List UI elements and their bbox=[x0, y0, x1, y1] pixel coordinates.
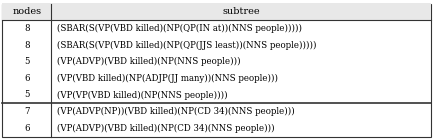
Text: (VP(ADVP)(VBD killed)(NP(CD 34)(NNS people))): (VP(ADVP)(VBD killed)(NP(CD 34)(NNS peop… bbox=[57, 124, 274, 133]
Text: 8: 8 bbox=[24, 24, 29, 33]
Text: 5: 5 bbox=[24, 90, 29, 99]
Text: (VP(VBD killed)(NP(ADJP(JJ many))(NNS people))): (VP(VBD killed)(NP(ADJP(JJ many))(NNS pe… bbox=[57, 74, 278, 83]
Text: 6: 6 bbox=[24, 124, 29, 133]
Text: (VP(VP(VBD killed)(NP(NNS people)))): (VP(VP(VBD killed)(NP(NNS people)))) bbox=[57, 90, 227, 100]
Text: 7: 7 bbox=[24, 107, 29, 116]
Text: 6: 6 bbox=[24, 74, 29, 83]
Text: 8: 8 bbox=[24, 41, 29, 50]
Text: subtree: subtree bbox=[222, 7, 260, 16]
Text: (SBAR(S(VP(VBD killed)(NP(QP(JJS least))(NNS people))))): (SBAR(S(VP(VBD killed)(NP(QP(JJS least))… bbox=[57, 40, 316, 50]
Text: 5: 5 bbox=[24, 57, 29, 66]
Text: (VP(ADVP)(VBD killed)(NP(NNS people))): (VP(ADVP)(VBD killed)(NP(NNS people))) bbox=[57, 57, 240, 66]
Text: (SBAR(S(VP(VBD killed)(NP(QP(IN at))(NNS people))))): (SBAR(S(VP(VBD killed)(NP(QP(IN at))(NNS… bbox=[57, 24, 302, 33]
Text: nodes: nodes bbox=[12, 7, 42, 16]
Text: (VP(ADVP(NP))(VBD killed)(NP(CD 34)(NNS people))): (VP(ADVP(NP))(VBD killed)(NP(CD 34)(NNS … bbox=[57, 107, 294, 116]
Bar bbox=[2, 4, 431, 20]
